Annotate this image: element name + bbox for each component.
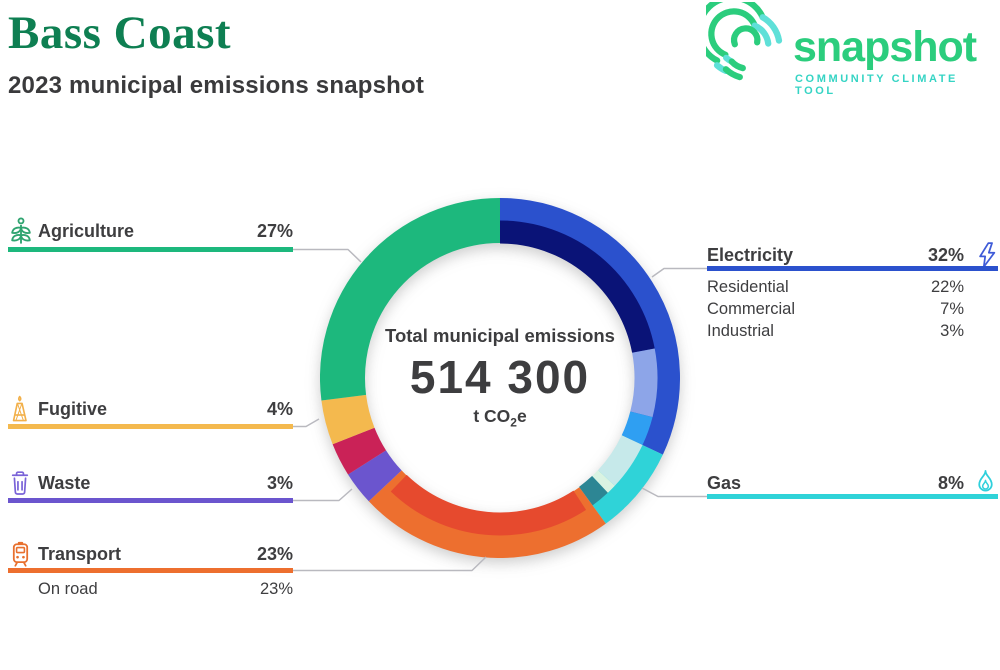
subcategory-row-industrial: Industrial 3% <box>707 320 998 342</box>
subcategory-percent: 23% <box>259 579 293 598</box>
legend-row-electricity: Electricity 32% <box>707 240 998 270</box>
segment-agriculture <box>320 198 501 401</box>
page-subtitle: 2023 municipal emissions snapshot <box>8 72 425 99</box>
subsegment-industrial <box>621 411 653 446</box>
legend-row-agriculture: Agriculture 27% <box>8 214 293 248</box>
subcategory-percent: 3% <box>940 321 964 340</box>
segment-waste <box>348 449 402 502</box>
plant-icon <box>8 216 38 247</box>
category-label: Fugitive <box>38 398 108 419</box>
emissions-donut-chart <box>320 198 680 558</box>
subsegment-commercial <box>630 348 658 418</box>
total-emissions-label: Total municipal emissions <box>385 325 615 346</box>
subsegment-unlabeled <box>597 434 643 486</box>
subcategory-percent: 22% <box>930 277 964 296</box>
legend-row-fugitive: Fugitive 4% <box>8 392 293 426</box>
subcategory-row-on-road: On road 23% <box>8 576 293 602</box>
waste-underline <box>8 498 293 503</box>
gas-derrick-icon <box>8 394 38 424</box>
subcategory-row-residential: Residential 22% <box>707 276 998 298</box>
train-icon <box>8 539 38 570</box>
subsegment-unlabeled <box>592 470 615 493</box>
category-percent: 32% <box>927 244 964 265</box>
category-label: Agriculture <box>38 220 135 241</box>
subsegment-residential <box>499 220 655 353</box>
subcategory-label: Commercial <box>707 299 796 318</box>
donut-center-text: Total municipal emissions 514 300 t CO2e <box>350 325 650 430</box>
snapshot-wordmark: snapshot <box>793 23 977 71</box>
category-label: Gas <box>707 472 742 493</box>
transport-underline <box>8 568 293 573</box>
fugitive-underline <box>8 424 293 429</box>
snapshot-tagline: COMMUNITY CLIMATE TOOL <box>795 73 958 97</box>
category-label: Waste <box>38 472 91 493</box>
subcategory-row-commercial: Commercial 7% <box>707 298 998 320</box>
snapshot-logo-icon <box>706 2 786 90</box>
category-percent: 4% <box>266 398 293 419</box>
connector-line <box>293 418 320 428</box>
category-percent: 8% <box>937 472 964 493</box>
category-percent: 23% <box>256 543 293 564</box>
category-label: Transport <box>38 543 122 564</box>
trash-bin-icon <box>8 468 38 498</box>
page-title: Bass Coast <box>8 7 232 59</box>
subcategory-label: Residential <box>707 277 789 296</box>
legend-row-waste: Waste 3% <box>8 466 293 500</box>
legend-row-gas: Gas 8% <box>707 468 998 498</box>
total-emissions-unit: t CO2e <box>473 406 527 430</box>
flame-icon <box>972 468 998 498</box>
subcategory-percent: 7% <box>940 299 964 318</box>
segment-fugitive <box>321 394 375 445</box>
subcategory-label: On road <box>38 579 98 598</box>
gas-underline <box>707 494 998 499</box>
lightning-bolt-icon <box>972 241 998 269</box>
total-emissions-value: 514 300 <box>409 351 591 403</box>
connector-line <box>293 556 487 572</box>
agriculture-underline <box>8 247 293 252</box>
electricity-underline <box>707 266 998 271</box>
subsegment-on-road <box>390 474 587 536</box>
category-percent: 3% <box>266 472 293 493</box>
segment-unlabeled <box>332 427 387 475</box>
legend-row-transport: Transport 23% <box>8 537 293 571</box>
subsegment-unlabeled <box>578 475 608 506</box>
category-percent: 27% <box>256 220 293 241</box>
subcategory-label: Industrial <box>707 321 774 340</box>
category-label: Electricity <box>707 244 794 265</box>
